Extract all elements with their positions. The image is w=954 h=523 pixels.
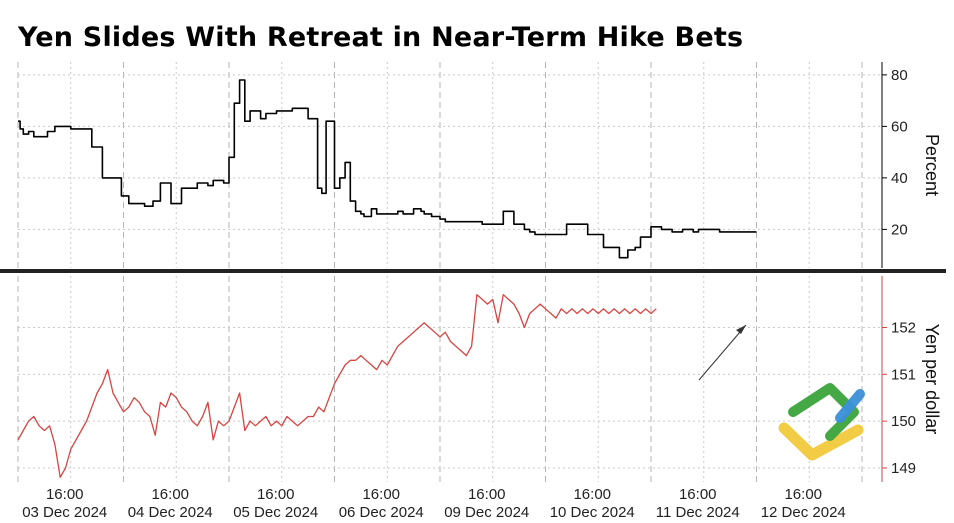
x-time-label: 16:00 — [151, 486, 189, 503]
y-tick-label: 20 — [891, 221, 908, 238]
x-time-label: 16:00 — [257, 486, 295, 503]
x-date-label: 10 Dec 2024 — [550, 504, 635, 521]
logo-green-stroke — [788, 383, 859, 441]
y-tick-label: 80 — [891, 67, 908, 84]
y-axis-title: Percent — [922, 134, 942, 196]
x-date-label: 04 Dec 2024 — [128, 504, 213, 521]
logo-yellow-stroke — [778, 422, 864, 461]
x-date-label: 05 Dec 2024 — [233, 504, 318, 521]
y-tick-label: 40 — [891, 170, 908, 187]
chart-title: Yen Slides With Retreat in Near-Term Hik… — [18, 22, 744, 53]
y-tick-label: 152 — [891, 320, 916, 337]
x-time-label: 16:00 — [573, 486, 611, 503]
usdjpy-price-line — [17, 294, 657, 478]
y-tick-label: 149 — [891, 460, 916, 477]
y-tick-label: 151 — [891, 366, 916, 383]
x-time-label: 16:00 — [468, 486, 506, 503]
x-time-label: 16:00 — [679, 486, 717, 503]
rate-hike-probability-line — [18, 79, 757, 259]
y-tick-label: 60 — [891, 118, 908, 135]
x-time-label: 16:00 — [362, 486, 400, 503]
logo-blue-stroke — [835, 389, 865, 423]
y-tick-label: 150 — [891, 413, 916, 430]
x-date-label: 11 Dec 2024 — [656, 504, 740, 521]
x-date-label: 09 Dec 2024 — [444, 504, 529, 521]
y-axis-title: Yen per dollar — [922, 324, 942, 434]
x-time-label: 16:00 — [784, 486, 822, 503]
annotation-arrow-line — [698, 324, 747, 381]
x-date-label: 12 Dec 2024 — [761, 504, 846, 521]
x-date-label: 03 Dec 2024 — [22, 504, 107, 521]
watermark-logo-icon — [778, 383, 865, 461]
x-date-label: 06 Dec 2024 — [339, 504, 424, 521]
annotation-arrow-head — [736, 325, 746, 334]
x-time-label: 16:00 — [46, 486, 84, 503]
